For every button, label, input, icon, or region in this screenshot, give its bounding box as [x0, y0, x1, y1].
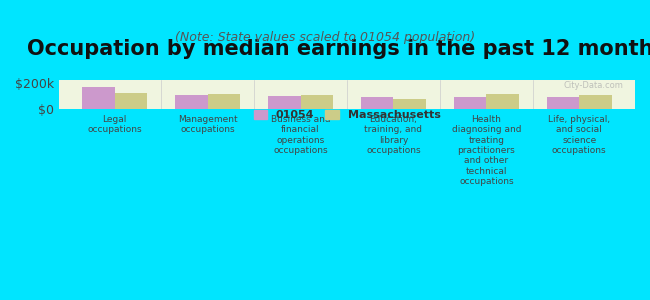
Bar [82, 87, 115, 109]
Text: City-Data.com: City-Data.com [564, 81, 623, 90]
Legend: 01054, Massachusetts: 01054, Massachusetts [249, 105, 445, 125]
Text: (Note: State values scaled to 01054 population): (Note: State values scaled to 01054 popu… [175, 32, 475, 44]
Bar [454, 97, 486, 109]
Bar [207, 94, 240, 109]
Bar [361, 97, 393, 109]
Bar [486, 94, 519, 109]
Bar [268, 96, 300, 109]
Bar [579, 95, 612, 109]
Bar [300, 94, 333, 109]
Title: Occupation by median earnings in the past 12 months: Occupation by median earnings in the pas… [27, 39, 650, 59]
Bar [393, 99, 426, 109]
Bar [115, 93, 148, 109]
Bar [547, 97, 579, 109]
Bar [175, 95, 207, 109]
